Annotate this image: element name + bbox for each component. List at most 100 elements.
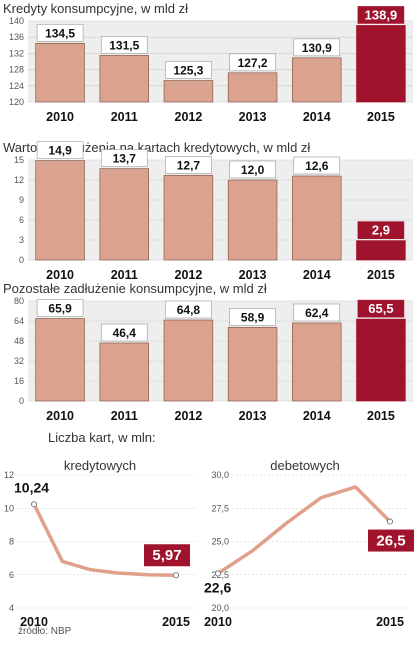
chart1-value-label: 125,3	[173, 64, 203, 78]
chart2-bar-2013	[227, 179, 278, 261]
chart2-panel	[28, 160, 413, 260]
chart3-value-box	[165, 300, 212, 319]
source-note: źródło: NBP	[18, 626, 72, 637]
chart2-xlabel: 2014	[303, 268, 331, 282]
chart2-value-label: 12,6	[305, 159, 329, 173]
chart3-xlabel: 2010	[46, 409, 74, 423]
chart2-value-box	[229, 160, 276, 179]
chart2-ytick: 6	[19, 215, 24, 225]
chart1-xlabel: 2011	[111, 110, 138, 124]
chart1-value-box	[229, 53, 276, 72]
chart4-ytick: 12	[4, 470, 14, 480]
chart2-xlabel: 2015	[367, 268, 395, 282]
chart2-bar-2012	[163, 174, 214, 261]
chart3-xlabel: 2015	[367, 409, 395, 423]
chart2-value-box	[36, 141, 84, 159]
chart3-xlabel: 2013	[239, 409, 267, 423]
chart4-endpoint	[30, 501, 37, 508]
chart4-ytick: 4	[9, 603, 14, 613]
chart5-end-label: 26,5	[376, 533, 405, 550]
chart3-ytick: 16	[14, 376, 24, 386]
chart1-value-label: 134,5	[45, 26, 75, 40]
chart2-xlabel: 2012	[175, 268, 203, 282]
chart2-value-label: 13,7	[113, 152, 137, 166]
chart3-value-label: 58,9	[241, 310, 265, 324]
chart3-value-box	[100, 323, 148, 342]
chart3-value-box	[36, 299, 84, 317]
chart3-xlabel: 2014	[303, 409, 331, 423]
chart1-bar-2012	[163, 80, 214, 103]
chart4-start-label: 10,24	[14, 479, 49, 495]
chart1-value-box	[36, 23, 84, 42]
chart3-value-box	[293, 303, 341, 322]
chart3-value-box	[357, 299, 405, 318]
chart5-xlabel: 2015	[376, 615, 404, 629]
chart4-ytick: 10	[4, 503, 14, 513]
chart1-value-box	[293, 38, 341, 57]
chart4-xlabel: 2010	[20, 615, 48, 629]
chart1-value-label: 138,9	[365, 7, 398, 22]
chart1-value-label: 130,9	[302, 41, 332, 55]
chart2-value-label: 14,9	[48, 144, 72, 158]
chart3-title: Pozostałe zadłużenie konsumpcyjne, w mld…	[3, 281, 267, 296]
chart2-ytick: 15	[14, 155, 24, 165]
chart2-xlabel: 2013	[239, 268, 267, 282]
chart5-ytick: 20,0	[211, 603, 229, 613]
chart5-start-label: 22,6	[204, 579, 231, 595]
chart5-endpoint	[214, 570, 221, 577]
chart1-title: Kredyty konsumpcyjne, w mld zł	[3, 1, 188, 16]
chart2-bar-2010	[35, 160, 85, 261]
chart5-end-box	[368, 529, 414, 552]
chart1-bar-2013	[227, 72, 278, 103]
chart5-line	[217, 485, 392, 575]
chart1-bar-2011	[99, 55, 149, 103]
chart4-end-box	[144, 544, 190, 567]
chart2-xlabel: 2010	[46, 268, 74, 282]
chart3-value-label: 46,4	[113, 326, 137, 340]
chart1-xlabel: 2015	[367, 110, 395, 124]
chart4-line	[32, 503, 177, 577]
chart1-ytick: 140	[9, 16, 24, 26]
chart1-xlabel: 2014	[303, 110, 331, 124]
chart4-ytick: 8	[9, 537, 14, 547]
chart5-ytick: 27,5	[211, 503, 229, 513]
chart2-value-box	[357, 221, 405, 239]
chart3-value-label: 64,8	[177, 303, 201, 317]
chart1-value-box	[357, 6, 405, 24]
chart5-endpoint	[386, 518, 393, 525]
chart2-value-box	[293, 156, 341, 175]
chart2-ytick: 12	[14, 175, 24, 185]
chart3-ytick: 32	[14, 356, 24, 366]
chart2-xlabel: 2011	[111, 268, 138, 282]
chart5-title: debetowych	[270, 458, 339, 473]
chart5-ytick: 25,0	[211, 537, 229, 547]
chart1-ytick: 124	[9, 81, 24, 91]
chart3-bar-2013	[227, 327, 278, 402]
chart3-bar-2010	[35, 318, 85, 402]
chart4-endpoint	[172, 572, 179, 579]
chart3-panel	[28, 301, 413, 401]
chart2-value-label: 12,0	[241, 163, 265, 177]
chart3-value-label: 65,9	[48, 302, 72, 316]
chart1-xlabel: 2010	[46, 110, 74, 124]
chart1-xlabel: 2012	[175, 110, 203, 124]
chart1-bar-2010	[35, 42, 85, 103]
chart3-bar-2014	[292, 322, 342, 402]
chart3-xlabel: 2011	[111, 409, 138, 423]
chart3-xlabel: 2012	[175, 409, 203, 423]
chart2-bar-2011	[99, 168, 149, 261]
chart2-value-label: 2,9	[372, 223, 390, 238]
chart1-bar-2014	[292, 57, 342, 103]
chart2-ytick: 0	[19, 255, 24, 265]
chart1-ytick: 120	[9, 97, 24, 107]
chart4-xlabel: 2015	[162, 615, 190, 629]
chart2-ytick: 3	[19, 235, 24, 245]
chart2-bar-2014	[292, 175, 342, 261]
chart5-xlabel: 2010	[204, 615, 232, 629]
chart1-ytick: 132	[9, 48, 24, 58]
chart1-bar-2015	[356, 25, 406, 103]
chart5-ytick: 30,0	[211, 470, 229, 480]
chart1-panel	[28, 21, 413, 102]
